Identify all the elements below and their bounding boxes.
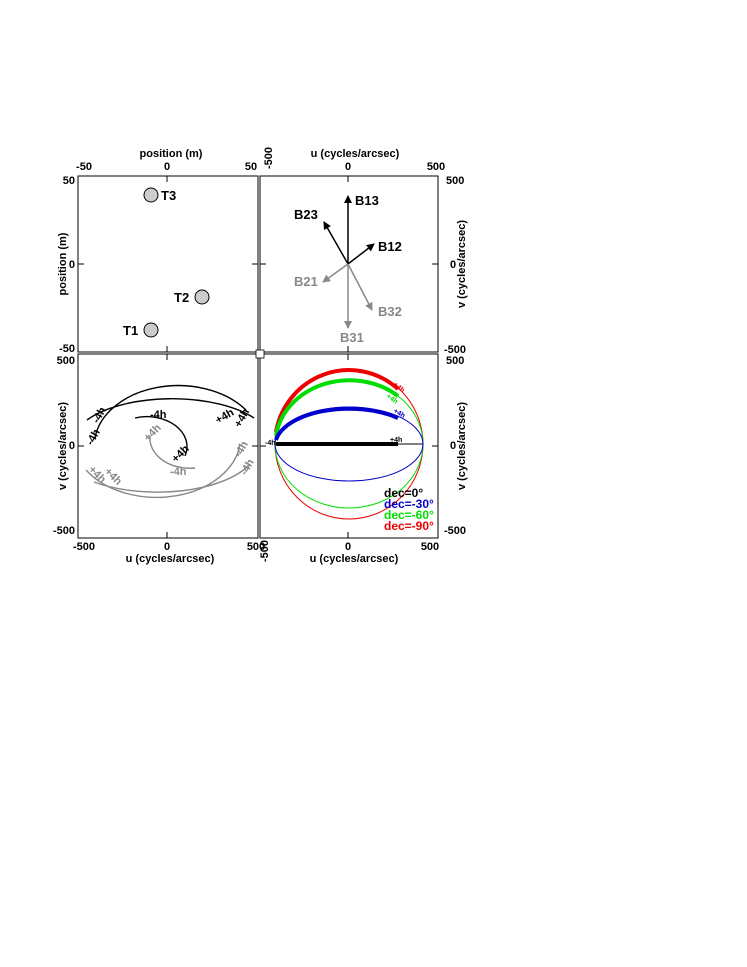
- hour-label: -4h: [265, 440, 276, 447]
- arrow-label: B21: [294, 274, 318, 289]
- y-tick: 0: [450, 259, 456, 271]
- x-tick: 0: [345, 161, 351, 173]
- x-axis-label: u (cycles/arcsec): [311, 148, 400, 160]
- y-tick: -50: [59, 343, 75, 355]
- panel-positions: -50 0 50 position (m) 50 0 -50 position …: [57, 148, 259, 355]
- x-tick: 0: [345, 541, 351, 553]
- panel-declinations: -500 0 500 u (cycles/arcsec) 500 0 -500 …: [255, 349, 468, 565]
- hour-label: -4h: [170, 466, 187, 478]
- arrow-label: B23: [294, 207, 318, 222]
- axis-ticks: [260, 354, 438, 538]
- hour-label: +4h: [390, 437, 402, 444]
- uv-track: [86, 398, 255, 421]
- x-tick: -500: [73, 541, 95, 553]
- legend-entry: dec=-90°: [384, 519, 434, 533]
- observed-dec-30: [274, 406, 399, 441]
- x-tick: 500: [427, 161, 445, 173]
- corner-marker: [255, 349, 265, 359]
- observed-dec-60: [274, 378, 400, 437]
- telescope-label: T3: [161, 188, 176, 203]
- y-tick: 0: [69, 259, 75, 271]
- arrow-b32: [347, 263, 373, 311]
- y-axis-label: v (cycles/arcsec): [456, 402, 468, 490]
- arrow-b12: [347, 243, 375, 265]
- arrow-label: B13: [355, 193, 379, 208]
- telescope-marker: [194, 289, 210, 305]
- telescope-marker: [143, 322, 159, 338]
- observed-dec-90: [274, 368, 400, 433]
- legend-entry: dec=-60°: [384, 508, 434, 522]
- arrow-b21: [322, 263, 349, 283]
- y-tick: -500: [444, 525, 466, 537]
- x-tick: -500: [263, 147, 275, 169]
- arrow-label: B31: [340, 330, 364, 345]
- uv-track: [134, 415, 188, 457]
- uv-track: [94, 384, 247, 439]
- legend: dec=0° dec=-30° dec=-60° dec=-90°: [384, 486, 434, 533]
- uv-track: [93, 463, 251, 493]
- hour-label: -4h: [150, 409, 167, 421]
- x-tick: 500: [421, 541, 439, 553]
- y-tick: 0: [450, 440, 456, 452]
- hour-label: -4h: [238, 457, 257, 478]
- y-tick: 500: [57, 355, 75, 367]
- x-axis-label: u (cycles/arcsec): [126, 553, 215, 565]
- legend-entry: dec=-30°: [384, 497, 434, 511]
- plot-frame: [77, 353, 259, 539]
- hour-label: -4h: [90, 405, 109, 426]
- x-tick: 50: [245, 161, 257, 173]
- axis-ticks: [78, 354, 258, 538]
- x-axis-label: u (cycles/arcsec): [310, 553, 399, 565]
- uv-track: [149, 435, 196, 469]
- y-tick: -500: [53, 525, 75, 537]
- hour-label: +4h: [142, 422, 164, 444]
- telescope-label: T1: [123, 323, 138, 338]
- y-axis-label: v (cycles/arcsec): [456, 220, 468, 308]
- x-tick: -500: [259, 540, 271, 562]
- panel-uv-tracks: -500 0 500 u (cycles/arcsec) 500 0 -500 …: [53, 353, 265, 565]
- y-axis-label: position (m): [57, 232, 69, 295]
- arrow-b23: [323, 221, 349, 265]
- hour-label: -4h: [84, 427, 103, 448]
- y-tick: 50: [63, 175, 75, 187]
- y-axis-label: v (cycles/arcsec): [57, 402, 69, 490]
- x-tick: 0: [164, 161, 170, 173]
- axis-ticks: [78, 176, 258, 352]
- y-tick: 0: [69, 440, 75, 452]
- arrow-label: B12: [378, 239, 402, 254]
- hour-label: +4h: [232, 407, 252, 430]
- x-axis-label: position (m): [140, 148, 203, 160]
- y-tick: -500: [444, 344, 466, 356]
- axis-ticks: [260, 176, 438, 352]
- y-tick: 500: [446, 175, 464, 187]
- panel-baselines: -500 0 500 u (cycles/arcsec) 500 0 -500 …: [259, 147, 468, 356]
- x-tick: 500: [247, 541, 265, 553]
- telescope-marker: [143, 187, 159, 203]
- telescope-label: T2: [174, 290, 189, 305]
- hour-label: +4h: [170, 443, 192, 465]
- legend-entry: dec=0°: [384, 486, 423, 500]
- arrow-label: B32: [378, 304, 402, 319]
- y-tick: 500: [446, 355, 464, 367]
- hour-label: -4h: [232, 439, 251, 460]
- x-tick: -50: [76, 161, 92, 173]
- x-tick: 0: [164, 541, 170, 553]
